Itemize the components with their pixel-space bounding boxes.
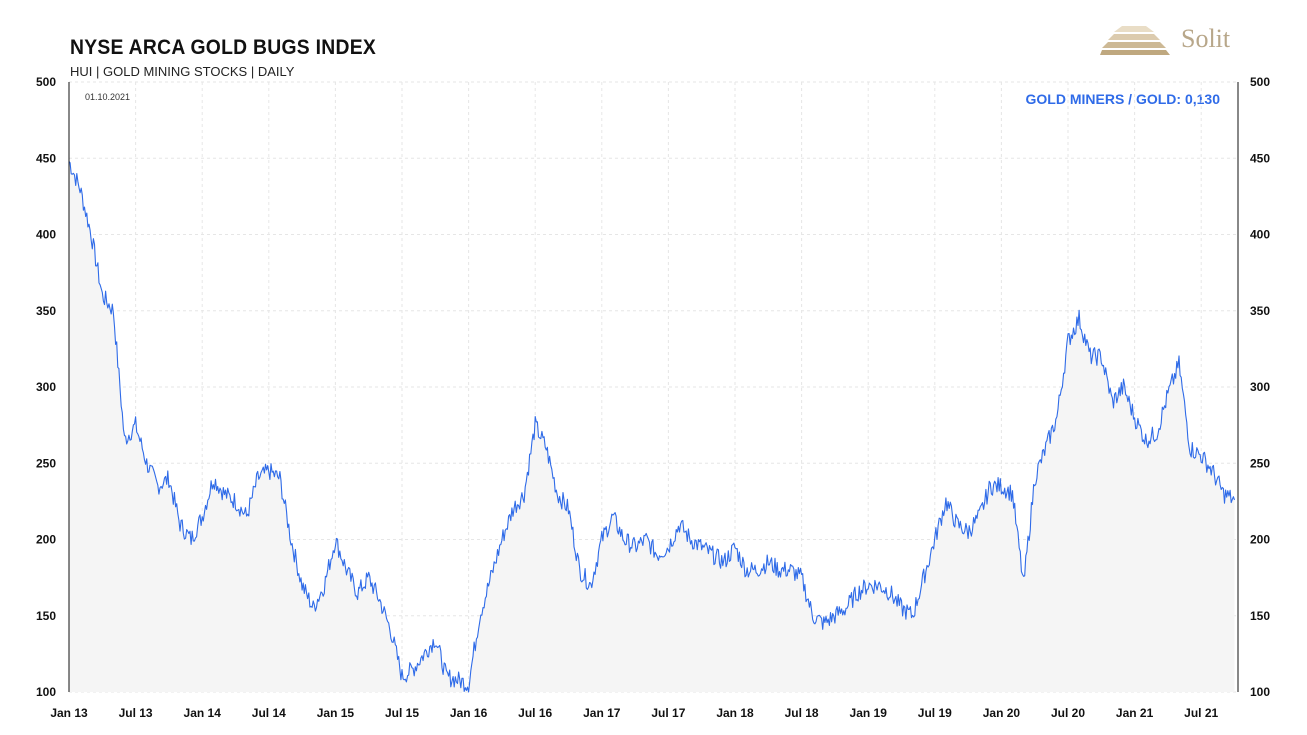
y-tick-label-right: 100	[1250, 685, 1270, 699]
y-tick-label-right: 250	[1250, 456, 1270, 470]
solit-logo-icon	[1100, 26, 1170, 55]
left-y-tick-labels: 100 150 200 250 300 350 400 450 500	[36, 75, 56, 699]
x-tick-label: Jul 21	[1184, 706, 1218, 720]
y-tick-label-left: 150	[36, 609, 56, 623]
x-tick-label: Jul 17	[651, 706, 685, 720]
chart-subtitle: HUI | GOLD MINING STOCKS | DAILY	[70, 64, 295, 79]
series-line	[68, 161, 1236, 693]
y-tick-label-left: 300	[36, 380, 56, 394]
y-tick-label-right: 150	[1250, 609, 1270, 623]
y-tick-label-right: 350	[1250, 304, 1270, 318]
x-tick-labels: Jan 13 Jul 13 Jan 14 Jul 14 Jan 15 Jul 15 Jan …	[50, 706, 1218, 720]
x-tick-label: Jan 13	[50, 706, 88, 720]
x-tick-label: Jul 20	[1051, 706, 1085, 720]
y-tick-label-left: 350	[36, 304, 56, 318]
x-tick-label: Jul 16	[518, 706, 552, 720]
x-tick-label: Jan 20	[983, 706, 1021, 720]
x-tick-label: Jan 18	[716, 706, 754, 720]
series-area	[69, 161, 1235, 692]
x-tick-label: Jul 14	[252, 706, 286, 720]
right-y-tick-labels: 100 150 200 250 300 350 400 450 500	[1250, 75, 1270, 699]
x-tick-label: Jan 19	[850, 706, 888, 720]
x-tick-label: Jan 17	[583, 706, 621, 720]
x-tick-label: Jul 15	[385, 706, 419, 720]
x-tick-label: Jul 19	[918, 706, 952, 720]
x-tick-label: Jan 16	[450, 706, 488, 720]
y-tick-label-right: 400	[1250, 228, 1270, 242]
y-tick-label-left: 250	[36, 456, 56, 470]
y-tick-label-left: 100	[36, 685, 56, 699]
logo-text: Solit	[1181, 24, 1231, 53]
gold-miners-gold-ratio: GOLD MINERS / GOLD: 0,130	[1025, 91, 1220, 107]
y-tick-label-left: 400	[36, 228, 56, 242]
x-tick-label: Jan 14	[184, 706, 222, 720]
y-tick-label-left: 500	[36, 75, 56, 89]
chart-title: NYSE ARCA GOLD BUGS INDEX	[70, 36, 377, 59]
x-tick-label: Jul 18	[785, 706, 819, 720]
x-tick-label: Jul 13	[119, 706, 153, 720]
y-tick-label-right: 300	[1250, 380, 1270, 394]
y-tick-label-right: 200	[1250, 533, 1270, 547]
x-tick-label: Jan 21	[1116, 706, 1154, 720]
y-tick-label-left: 450	[36, 151, 56, 165]
chart-date: 01.10.2021	[85, 92, 131, 102]
y-tick-label-right: 450	[1250, 151, 1270, 165]
y-tick-label-left: 200	[36, 533, 56, 547]
x-tick-label: Jan 15	[317, 706, 355, 720]
y-tick-label-right: 500	[1250, 75, 1270, 89]
